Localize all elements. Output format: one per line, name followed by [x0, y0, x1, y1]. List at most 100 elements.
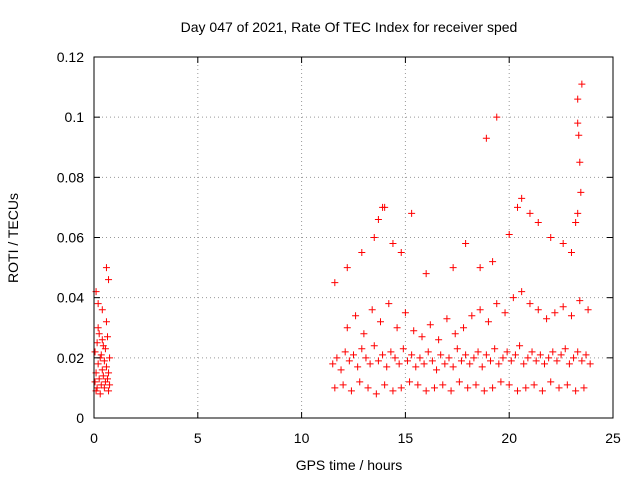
data-point [333, 354, 341, 362]
data-point [574, 209, 582, 217]
grid-lines [94, 57, 613, 418]
data-point [489, 258, 497, 266]
data-point [345, 357, 353, 365]
data-point [360, 330, 368, 338]
data-point [530, 381, 538, 389]
data-point [97, 351, 105, 359]
data-point [575, 131, 583, 139]
data-point [337, 366, 345, 374]
data-point [420, 360, 428, 368]
data-point [374, 215, 382, 223]
data-point [356, 378, 364, 386]
x-tick-label: 15 [398, 430, 414, 446]
data-point [482, 134, 490, 142]
data-point [526, 300, 534, 308]
data-point [476, 264, 484, 272]
x-axis-ticks: 0 5 10 15 20 25 [90, 57, 621, 446]
data-point [470, 354, 478, 362]
data-point [501, 309, 509, 317]
data-point [102, 318, 110, 326]
data-point [381, 203, 389, 211]
data-point [457, 357, 465, 365]
data-point [476, 306, 484, 314]
data-point [105, 387, 113, 395]
data-point [577, 188, 585, 196]
data-point [343, 324, 351, 332]
data-point [391, 354, 399, 362]
data-point [331, 384, 339, 392]
y-tick-label: 0.02 [57, 350, 84, 366]
data-point [580, 384, 588, 392]
data-point [358, 249, 366, 257]
data-point [91, 348, 99, 356]
data-point [549, 348, 557, 356]
data-point [466, 360, 474, 368]
data-point [96, 390, 104, 398]
data-point [453, 345, 461, 353]
data-point [428, 357, 436, 365]
data-point [572, 387, 580, 395]
data-point [497, 378, 505, 386]
data-point [383, 363, 391, 371]
data-point [422, 270, 430, 278]
data-point [99, 372, 107, 380]
plot-frame [93, 56, 614, 419]
data-point [509, 294, 517, 302]
data-point [522, 384, 530, 392]
data-point [401, 309, 409, 317]
data-point [350, 351, 357, 359]
data-point [358, 345, 366, 353]
y-tick-label: 0.08 [57, 169, 84, 185]
data-point [412, 363, 420, 371]
data-point [424, 348, 432, 356]
data-point [343, 264, 351, 272]
chart-title: Day 047 of 2021, Rate Of TEC Index for r… [181, 19, 518, 35]
data-point [538, 387, 546, 395]
data-point [393, 324, 401, 332]
data-point [101, 345, 109, 353]
data-points [91, 80, 594, 398]
data-point [395, 360, 403, 368]
x-tick-label: 0 [90, 430, 98, 446]
data-point [103, 333, 111, 341]
data-point [482, 351, 490, 359]
data-point [528, 348, 536, 356]
data-point [514, 387, 522, 395]
data-point [341, 348, 349, 356]
data-point [408, 209, 416, 217]
data-point [418, 333, 426, 341]
data-point [534, 218, 542, 226]
data-point [511, 351, 519, 359]
y-tick-label: 0 [76, 410, 84, 426]
data-point [495, 360, 503, 368]
data-point [574, 119, 582, 127]
data-point [439, 381, 447, 389]
data-point [102, 363, 110, 371]
data-point [551, 309, 559, 317]
x-tick-label: 25 [605, 430, 621, 446]
data-point [397, 384, 405, 392]
y-tick-label: 0.1 [65, 109, 85, 125]
data-point [339, 381, 347, 389]
data-point [516, 342, 524, 350]
data-point [449, 264, 457, 272]
data-point [399, 345, 407, 353]
data-point [582, 351, 590, 359]
x-tick-label: 10 [294, 430, 310, 446]
data-point [430, 384, 438, 392]
data-point [449, 363, 457, 371]
data-point [441, 360, 449, 368]
data-point [553, 357, 561, 365]
data-point [426, 321, 434, 329]
data-point [524, 354, 532, 362]
data-point [410, 327, 418, 335]
data-point [576, 158, 584, 166]
data-point [97, 381, 105, 389]
data-point [376, 318, 384, 326]
data-point [105, 369, 113, 377]
data-point [543, 315, 551, 323]
data-point [331, 279, 339, 287]
data-point [545, 354, 553, 362]
data-point [540, 360, 548, 368]
data-point [480, 387, 488, 395]
